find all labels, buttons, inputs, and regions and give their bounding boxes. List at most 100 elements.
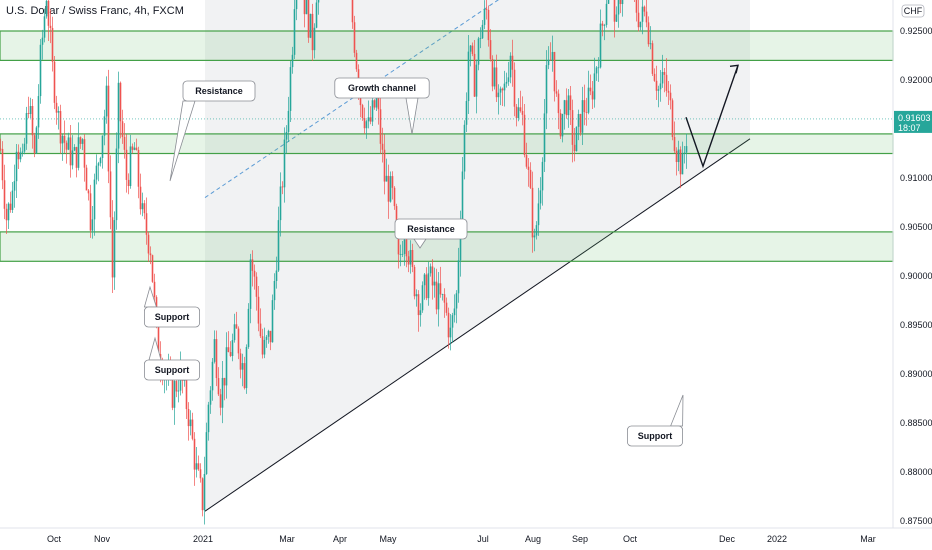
candle-body (645, 11, 648, 23)
candle-body (77, 137, 80, 168)
candle-body (477, 38, 480, 65)
candle-body (551, 51, 554, 61)
candle-body (417, 294, 420, 316)
candle-body (151, 255, 154, 282)
candle-body (605, 3, 608, 25)
candle-body (463, 124, 466, 172)
candle-body (591, 91, 594, 100)
candle-body (227, 347, 230, 352)
candle-body (125, 149, 128, 180)
candle-body (519, 107, 522, 112)
candle-body (311, 13, 314, 51)
candle-body (543, 113, 546, 162)
candle-body (269, 330, 272, 343)
candle-body (313, 27, 316, 51)
candle-body (685, 146, 688, 153)
candle-body (497, 92, 500, 98)
time-tick-label: Aug (525, 534, 541, 544)
candle-body (99, 158, 102, 164)
candle-body (251, 259, 254, 271)
candle-body (49, 25, 52, 29)
candle-body (7, 203, 10, 221)
candle-body (683, 152, 686, 154)
candle-body (277, 220, 280, 271)
candle-body (515, 106, 518, 118)
candle-body (485, 8, 488, 10)
candle-body (619, 0, 622, 5)
candle-body (537, 203, 540, 226)
candle-body (11, 190, 14, 210)
candle-body (679, 149, 682, 175)
candle-body (637, 12, 640, 28)
candle-body (521, 111, 524, 115)
candle-body (285, 131, 288, 140)
candle-body (427, 273, 430, 299)
candle-body (243, 363, 246, 389)
candle-body (465, 101, 468, 125)
candle-body (55, 102, 58, 113)
candle-body (375, 94, 378, 108)
candle-body (109, 171, 112, 218)
candle-body (641, 6, 644, 22)
candle-body (283, 139, 286, 188)
candle-body (45, 0, 48, 17)
projection-path (685, 64, 739, 169)
candle-body (575, 126, 578, 152)
candle-body (47, 0, 50, 26)
candle-body (443, 294, 446, 303)
candle-body (213, 339, 216, 362)
candle-body (573, 144, 576, 152)
candle-body (647, 22, 650, 45)
candle-body (267, 330, 270, 337)
candle-body (435, 281, 438, 310)
candle-body (529, 169, 532, 188)
candle-body (265, 336, 268, 340)
candle-body (547, 59, 550, 66)
price-tick-label: 0.92500 (900, 26, 932, 36)
candle-body (649, 43, 652, 45)
candle-body (273, 281, 276, 301)
candle-body (17, 151, 20, 160)
candle-body (467, 51, 470, 102)
candle-body (225, 347, 228, 386)
candle-body (401, 253, 404, 255)
candle-body (501, 88, 504, 91)
candle-body (539, 190, 542, 204)
time-tick-label: Apr (333, 534, 347, 544)
candle-body (531, 187, 534, 238)
candle-body (123, 136, 126, 150)
candle-body (453, 308, 456, 316)
candle-body (67, 137, 70, 150)
candle-body (171, 373, 174, 408)
candle-body (493, 67, 496, 87)
candle-body (175, 381, 178, 392)
candle-body (153, 281, 156, 298)
candle-body (185, 377, 188, 410)
candle-body (85, 167, 88, 191)
candle-body (589, 87, 592, 92)
candle-body (659, 83, 662, 90)
currency-badge: CHF (901, 4, 925, 18)
candle-body (309, 13, 312, 38)
candle-body (83, 139, 86, 168)
support-zone-4 (0, 133, 894, 155)
candle-body (229, 351, 232, 357)
candle-body (27, 113, 30, 115)
candle-body (189, 419, 192, 427)
projection-line (685, 65, 739, 169)
candle-body (197, 463, 200, 470)
candle-body (249, 259, 252, 309)
candle-body (149, 253, 152, 256)
candle-body (19, 152, 22, 160)
candle-body (121, 121, 124, 137)
candle-body (377, 94, 380, 110)
candle-body (545, 65, 548, 114)
candle-body (549, 59, 552, 61)
candle-body (431, 266, 434, 286)
candle-body (569, 95, 572, 111)
candle-body (65, 142, 68, 150)
time-tick-label: Nov (94, 534, 111, 544)
candle-body (275, 270, 278, 282)
